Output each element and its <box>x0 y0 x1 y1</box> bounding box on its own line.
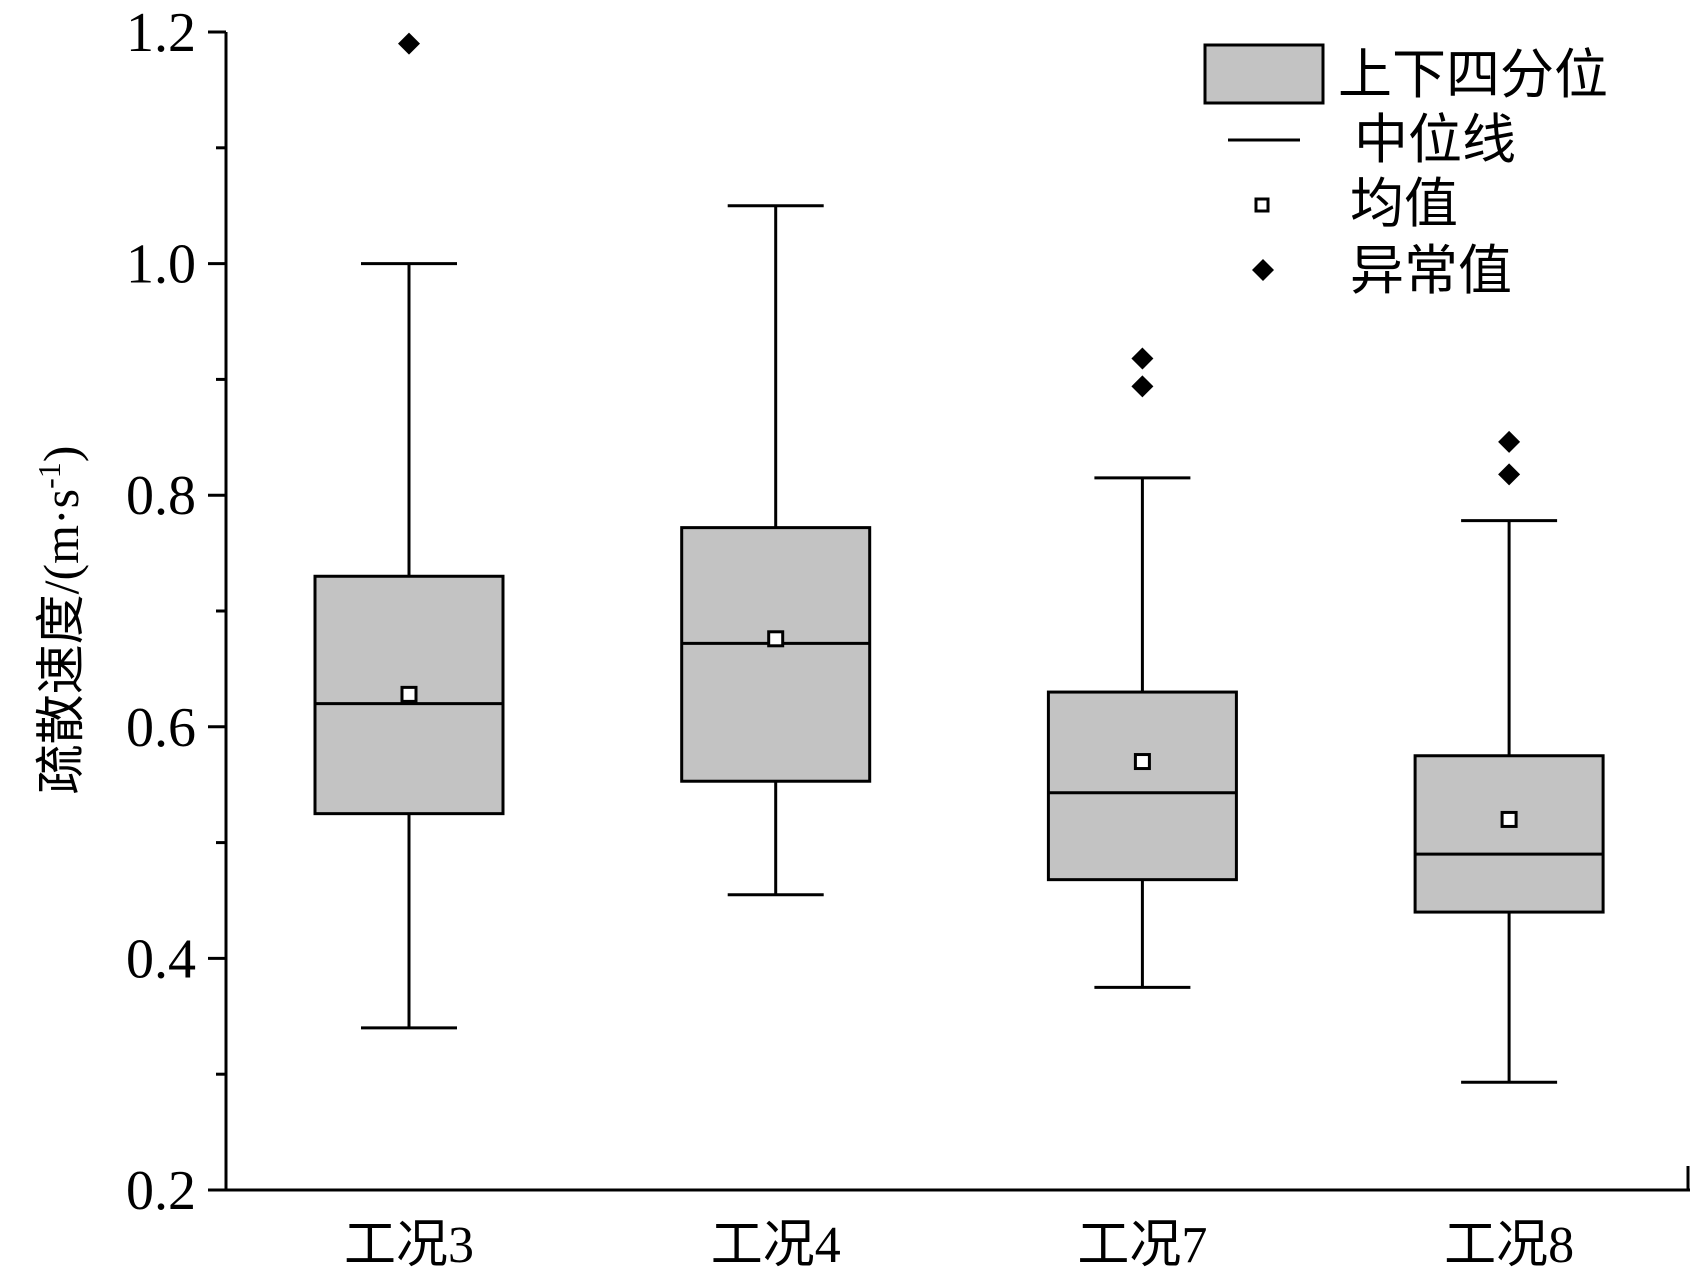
outlier-marker <box>1131 375 1154 398</box>
x-tick-label: 工况4 <box>711 1217 841 1274</box>
mean-marker <box>1133 753 1151 771</box>
y-axis-ticks: 1.2 1.0 0.8 0.6 0.4 0.2 <box>126 2 226 1222</box>
y-tick-label: 0.4 <box>126 928 196 990</box>
box-2 <box>680 204 872 897</box>
legend-mean-swatch <box>1254 197 1270 213</box>
y-axis-label: 疏散速度/(m·s-1) <box>31 446 89 795</box>
y-tick-label: 1.0 <box>126 234 196 296</box>
quartile-box <box>1413 754 1605 914</box>
legend-label-mean: 均值 <box>1350 174 1458 234</box>
legend-label-median: 中位线 <box>1354 110 1516 170</box>
quartile-box <box>1046 690 1238 882</box>
y-tick-label: 1.2 <box>126 2 196 64</box>
box-3 <box>1046 347 1238 989</box>
outlier-marker <box>1498 430 1521 453</box>
box-1 <box>313 32 505 1030</box>
mean-marker <box>400 685 418 703</box>
outlier-marker <box>1498 463 1521 486</box>
x-axis-labels: 工况3 工况4 工况7 工况8 <box>344 1217 1574 1274</box>
y-axis-label-superscript: -1 <box>31 462 67 489</box>
legend-outlier-swatch <box>1252 259 1274 281</box>
y-tick-label: 0.8 <box>126 465 196 527</box>
legend-box-swatch <box>1203 43 1325 105</box>
x-tick-label: 工况3 <box>344 1217 474 1274</box>
legend-label-outlier: 异常值 <box>1350 241 1512 301</box>
mean-marker <box>1500 810 1518 828</box>
boxes <box>313 32 1605 1084</box>
x-tick-label: 工况8 <box>1444 1217 1574 1274</box>
x-tick-label: 工况7 <box>1077 1217 1207 1274</box>
outlier-marker <box>398 32 420 55</box>
y-tick-label: 0.2 <box>126 1160 196 1222</box>
y-tick-label: 0.6 <box>126 697 196 759</box>
box-4 <box>1413 430 1605 1084</box>
quartile-box <box>680 526 872 783</box>
outlier-marker <box>1131 347 1154 370</box>
y-axis-label-main: 疏散速度/(m·s <box>33 489 89 795</box>
y-axis-label-close: ) <box>33 446 89 463</box>
mean-marker <box>767 630 785 648</box>
legend-label-quartile: 上下四分位 <box>1338 45 1608 105</box>
